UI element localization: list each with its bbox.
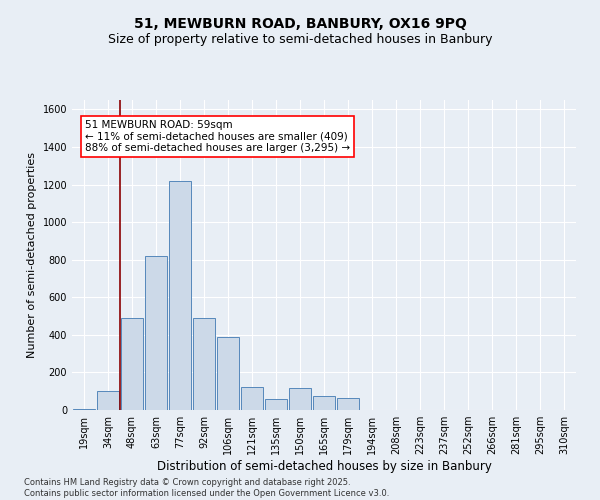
Bar (217, 336, 239, 410)
Bar (145, 256, 167, 410)
Bar (73, 409, 95, 410)
Bar (97, 391, 119, 410)
Text: Size of property relative to semi-detached houses in Banbury: Size of property relative to semi-detach… (108, 32, 492, 46)
Bar (241, 388, 263, 410)
Y-axis label: Number of semi-detached properties: Number of semi-detached properties (27, 152, 37, 358)
Bar (313, 396, 335, 410)
Text: Contains HM Land Registry data © Crown copyright and database right 2025.
Contai: Contains HM Land Registry data © Crown c… (24, 478, 389, 498)
Bar (289, 388, 311, 410)
Bar (121, 318, 143, 410)
Bar (169, 181, 191, 410)
Text: 51, MEWBURN ROAD, BANBURY, OX16 9PQ: 51, MEWBURN ROAD, BANBURY, OX16 9PQ (134, 18, 466, 32)
Bar (265, 398, 287, 410)
Bar (337, 398, 359, 410)
Bar (193, 318, 215, 410)
X-axis label: Distribution of semi-detached houses by size in Banbury: Distribution of semi-detached houses by … (157, 460, 491, 473)
Text: 51 MEWBURN ROAD: 59sqm
← 11% of semi-detached houses are smaller (409)
88% of se: 51 MEWBURN ROAD: 59sqm ← 11% of semi-det… (85, 120, 350, 153)
